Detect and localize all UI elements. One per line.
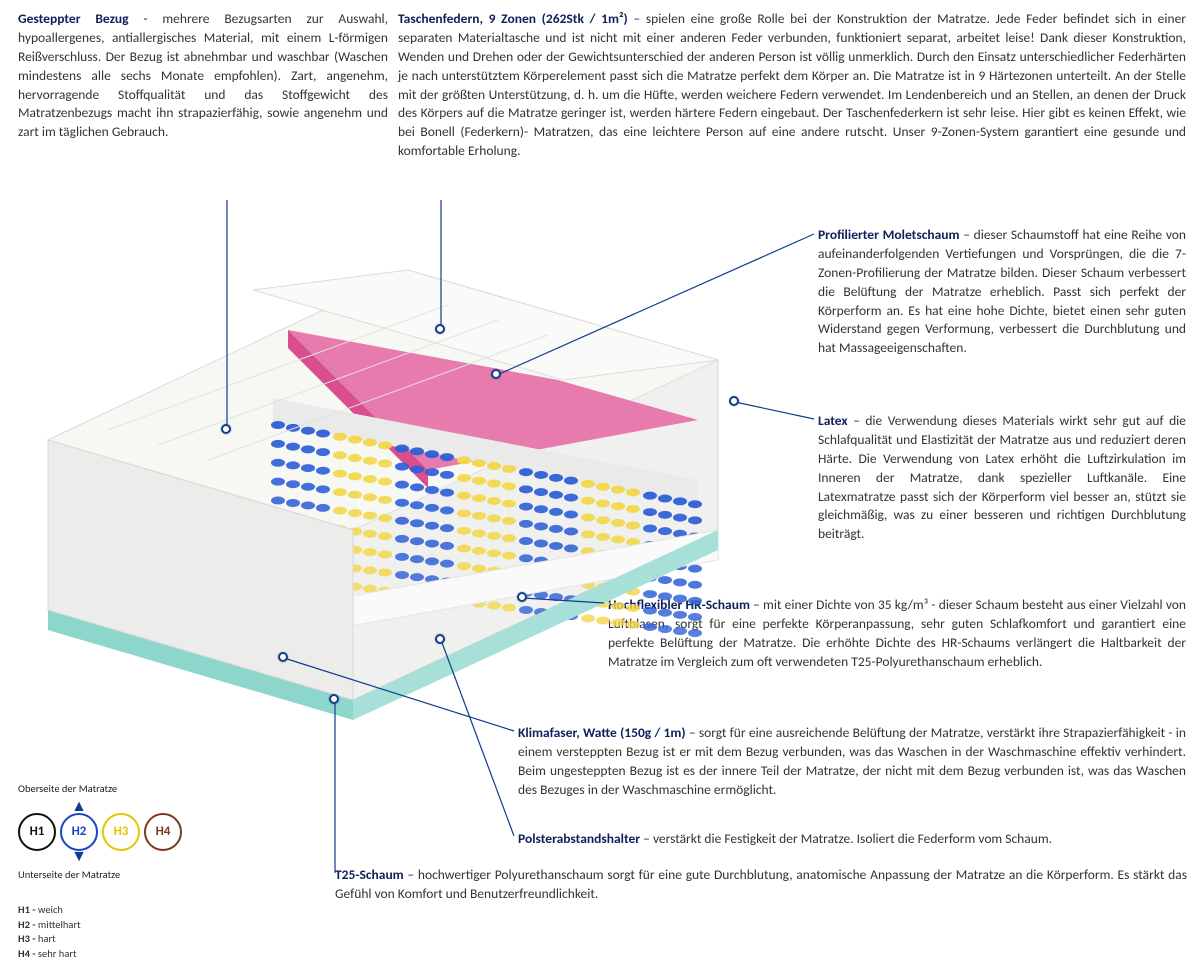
legend-key-row: H2 - mittelhart xyxy=(18,918,248,933)
callout-dot xyxy=(517,592,527,602)
legend-key-row: H4 - sehr hart xyxy=(18,947,248,962)
firmness-circle: H4 xyxy=(144,813,182,851)
title: T25-Schaum xyxy=(335,866,404,883)
block-gesteppter-bezug: Gesteppter Bezug - mehrere Bezugsarten z… xyxy=(18,10,388,142)
text: hochwertiger Polyurethanschaum sorgt für… xyxy=(335,866,1187,902)
text: verstärkt die Festigkeit der Matratze. I… xyxy=(653,830,1052,847)
callout-dot xyxy=(278,652,288,662)
block-t25-schaum: T25-Schaum – hochwertiger Polyurethansch… xyxy=(335,866,1187,904)
text: die Verwendung dieses Materials wirkt se… xyxy=(818,412,1186,542)
title: Profilierter Moletschaum xyxy=(818,226,960,243)
block-latex: Latex – die Verwendung dieses Materials … xyxy=(818,412,1186,544)
legend-key-row: H1 - weich xyxy=(18,903,248,918)
firmness-circle: H3 xyxy=(102,813,140,851)
legend-bottom-label: Unterseite der Matratze xyxy=(18,868,248,883)
text: mehrere Bezugsarten zur Auswahl, hypoall… xyxy=(18,10,388,140)
firmness-circle: H1 xyxy=(18,813,56,851)
callout-dot xyxy=(435,634,445,644)
text: spielen eine große Rolle bei der Konstru… xyxy=(398,10,1186,159)
callout-dot xyxy=(221,424,231,434)
callout-dot xyxy=(729,396,739,406)
callout-dot xyxy=(491,369,501,379)
title: Taschenfedern, 9 Zonen (262Stk / 1m²) xyxy=(398,10,628,27)
block-polsterabstandshalter: Polsterabstandshalter – verstärkt die Fe… xyxy=(518,830,1186,849)
block-klimafaser: Klimafaser, Watte (150g / 1m) – sorgt fü… xyxy=(518,724,1186,800)
legend-key-row: H3 - hart xyxy=(18,932,248,947)
title: Polsterabstandshalter xyxy=(518,830,640,847)
mattress-illustration xyxy=(18,230,738,730)
arrow-down-icon: ▼ xyxy=(71,851,87,864)
legend-keys: H1 - weichH2 - mittelhartH3 - hartH4 - s… xyxy=(18,903,248,962)
title: Gesteppter Bezug xyxy=(18,10,129,27)
block-taschenfedern: Taschenfedern, 9 Zonen (262Stk / 1m²) – … xyxy=(398,10,1186,161)
firmness-circle: H2 xyxy=(60,813,98,851)
legend-top-label: Oberseite der Matratze xyxy=(18,782,248,797)
callout-dot xyxy=(435,324,445,334)
title: Latex xyxy=(818,412,848,429)
text: dieser Schaumstoff hat eine Reihe von au… xyxy=(818,226,1186,356)
arrow-up-icon: ▲ xyxy=(71,801,87,814)
callout-dot xyxy=(329,694,339,704)
firmness-legend: Oberseite der Matratze H1 ▲H2▼ H3H4 Unters… xyxy=(18,782,248,962)
block-moletschaum: Profilierter Moletschaum – dieser Schaum… xyxy=(818,226,1186,358)
